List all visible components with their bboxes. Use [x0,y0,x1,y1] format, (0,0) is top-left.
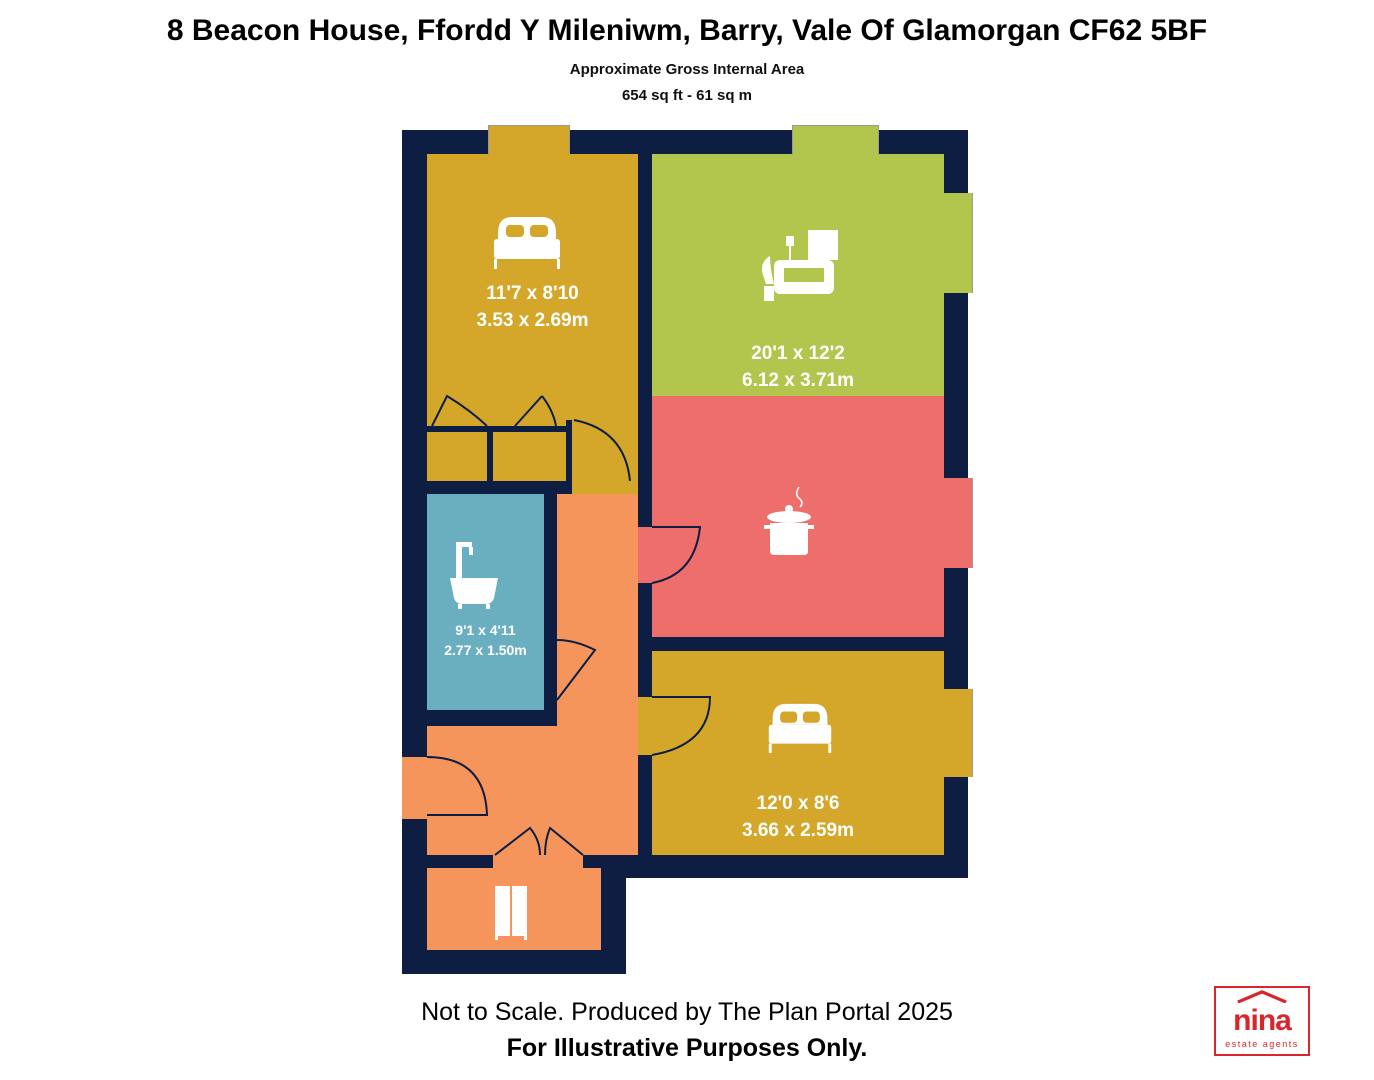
dimension-metric: 2.77 x 1.50m [444,642,527,658]
window [944,193,973,293]
bedroom-1-label: 11'7 x 8'10 3.53 x 2.69m [427,280,638,334]
area-value: 654 sq ft - 61 sq m [621,87,753,104]
logo-tagline: estate agents [1225,1039,1299,1049]
nina-logo: nina estate agents [1214,986,1310,1056]
dimension-metric: 3.53 x 2.69m [476,310,589,331]
bed-icon [494,217,560,269]
window [792,125,879,155]
area-subtitle: Approximate Gross Internal Area [569,61,805,78]
hallway-lower [427,726,638,855]
dimension-imperial: 11'7 x 8'10 [486,283,579,304]
bed-icon [768,703,832,754]
door-swing [651,696,712,756]
page-title: 8 Beacon House, Ffordd Y Mileniwm, Barry… [166,14,1208,47]
living-room-label: 20'1 x 12'2 6.12 x 3.71m [652,340,944,394]
footer-disclaimer: For Illustrative Purposes Only. [506,1034,868,1062]
logo-brand: nina [1233,1004,1292,1037]
wardrobe-side-wall [566,420,572,484]
door-swing [556,639,597,701]
window [944,478,973,568]
bedroom-2-doorway [638,697,652,755]
storage-doorway [493,855,583,868]
bathroom-label: 9'1 x 4'11 2.77 x 1.50m [427,620,544,660]
door-swing [651,526,702,584]
footer-note: Not to Scale. Produced by The Plan Porta… [421,998,953,1026]
bedroom-2 [652,651,944,855]
kitchen-doorway [638,527,652,583]
dimension-metric: 3.66 x 2.59m [742,820,854,841]
door-swing [426,756,489,816]
door-swing [573,419,631,482]
dimension-imperial: 9'1 x 4'11 [455,622,516,638]
dimension-metric: 6.12 x 3.71m [742,370,854,391]
dimension-imperial: 12'0 x 8'6 [756,793,840,814]
house-roof-icon [1237,990,1287,1003]
window [944,689,973,777]
entrance-doorway [402,757,427,819]
bathtub-icon [450,542,498,609]
wardrobe-divider [487,426,493,481]
window [488,125,570,155]
sofa-icon [762,230,838,301]
wardrobe-icon [495,886,527,940]
door-swing [431,394,488,427]
cooking-pot-icon [764,486,814,555]
door-swing [514,395,557,427]
bedroom-1-doorway [572,481,638,494]
door-swing [494,826,584,856]
dimension-imperial: 20'1 x 12'2 [751,343,845,364]
bedroom-2-label: 12'0 x 8'6 3.66 x 2.59m [652,790,944,844]
wardrobe-wall [427,426,567,432]
